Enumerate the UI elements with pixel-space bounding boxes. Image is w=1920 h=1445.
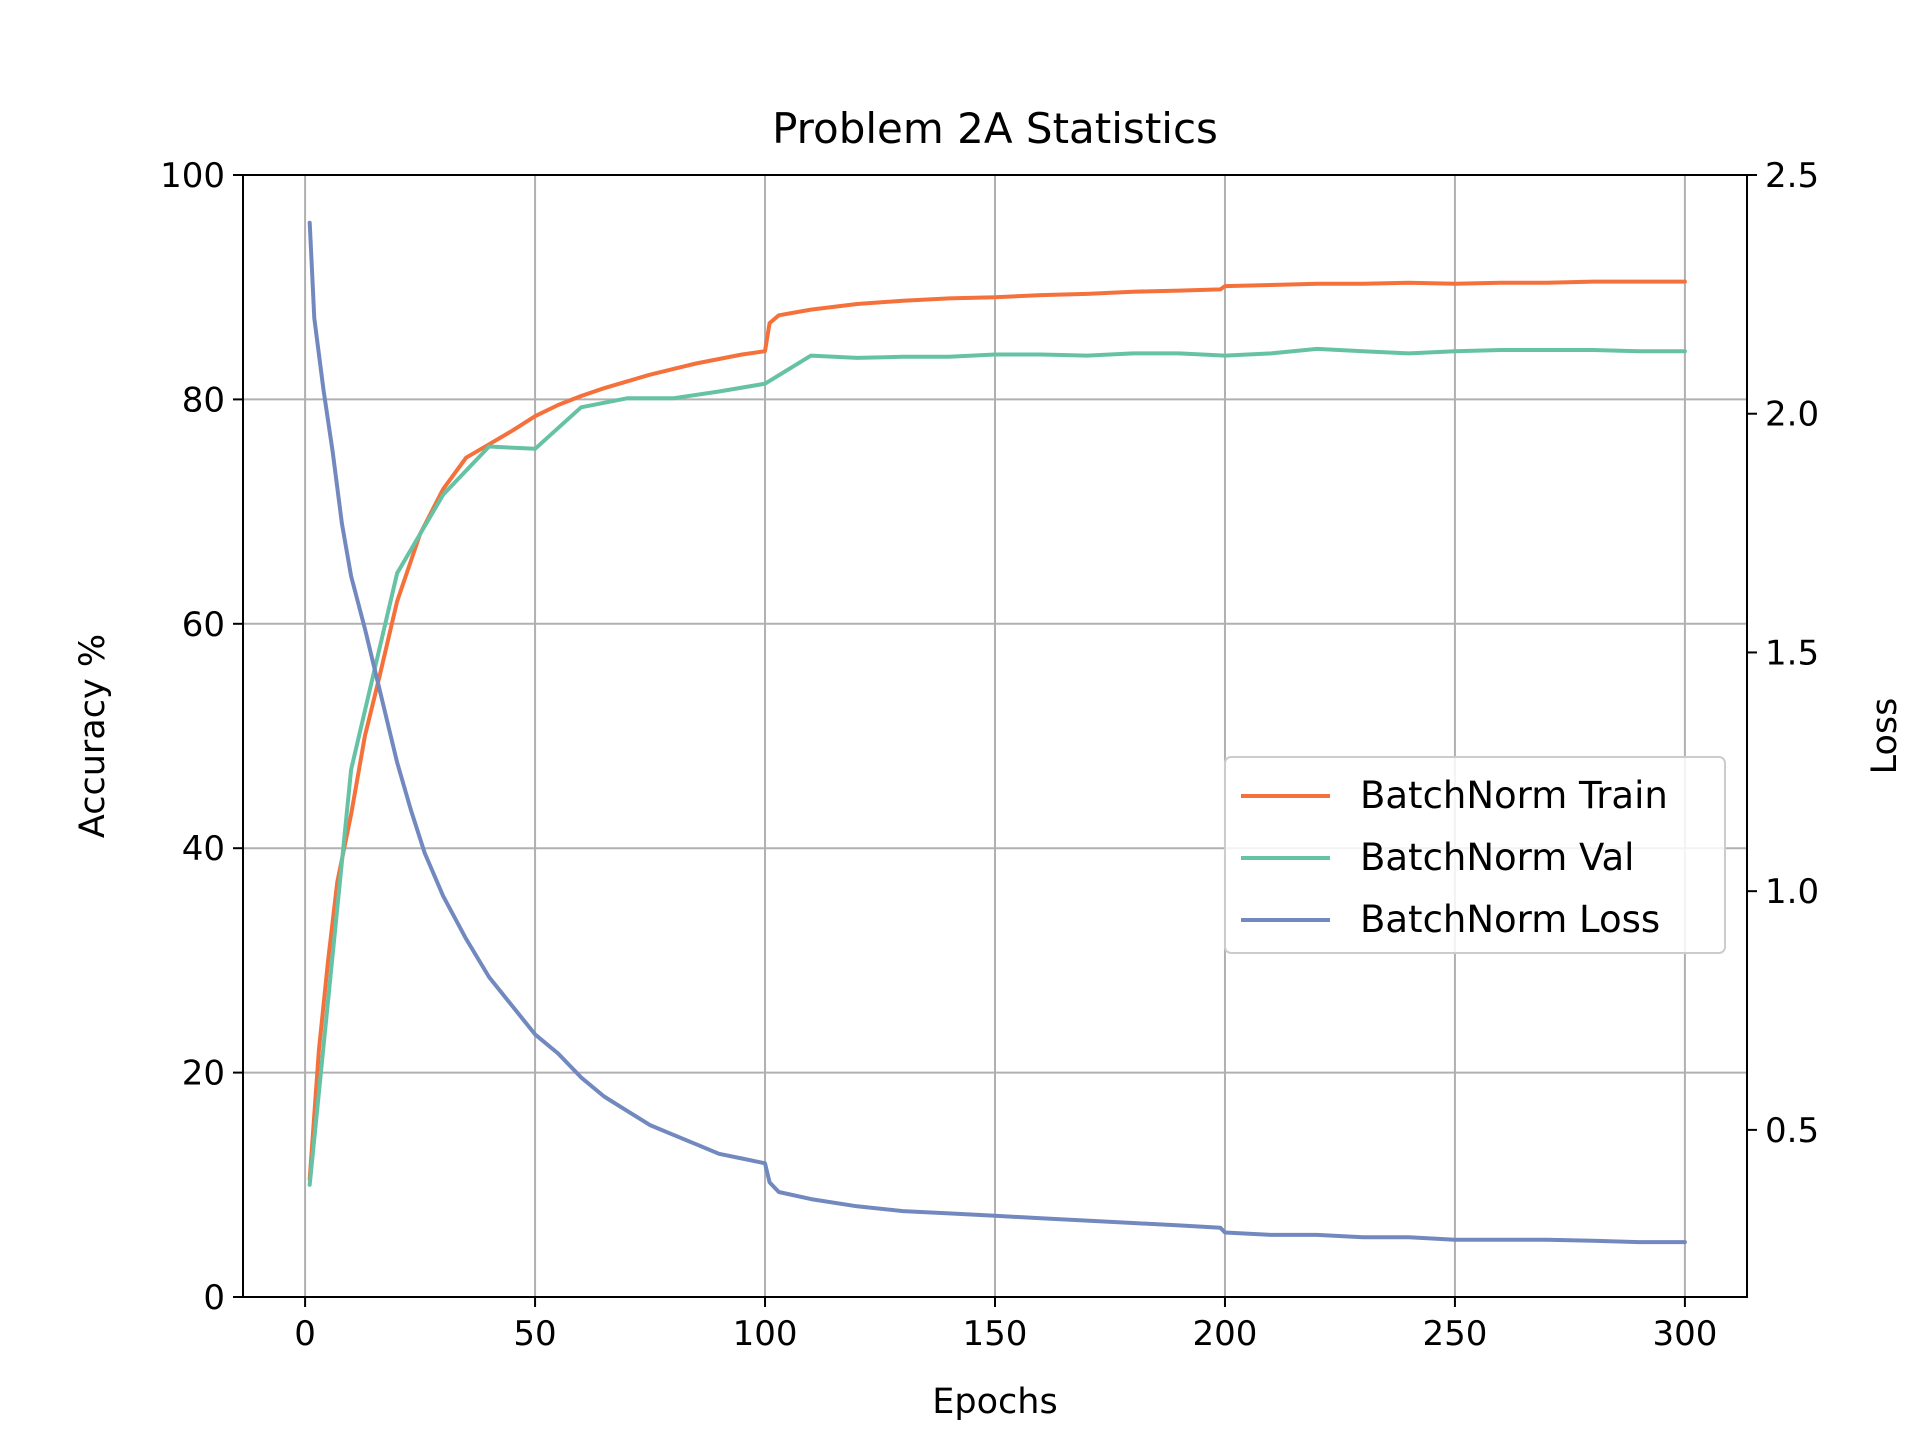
y-tick-label: 0 xyxy=(203,1278,225,1318)
series-line-batchnorm-train xyxy=(307,279,1687,1182)
y2-tick-label: 2.5 xyxy=(1765,156,1819,196)
legend: BatchNorm Train BatchNorm Val BatchNorm Lo… xyxy=(1224,756,1726,954)
y2-tick-label: 1.5 xyxy=(1765,633,1819,673)
legend-label: BatchNorm Train xyxy=(1360,774,1668,817)
y2-axis-label: Loss xyxy=(1865,698,1905,775)
x-tick-label: 100 xyxy=(733,1314,798,1354)
x-tick-label: 300 xyxy=(1652,1314,1717,1354)
series-line-batchnorm-val xyxy=(307,346,1687,1187)
chart-title: Problem 2A Statistics xyxy=(772,104,1218,153)
y-tick-label: 60 xyxy=(182,605,225,645)
y2-tick-label: 2.0 xyxy=(1765,395,1819,435)
y-tick-label: 80 xyxy=(182,380,225,420)
legend-box xyxy=(1224,756,1726,954)
y-tick-label: 40 xyxy=(182,829,225,869)
legend-label: BatchNorm Loss xyxy=(1360,898,1660,941)
x-tick-label: 0 xyxy=(294,1314,316,1354)
x-tick-label: 50 xyxy=(513,1314,556,1354)
y2-tick-label: 0.5 xyxy=(1765,1111,1819,1151)
x-tick-label: 250 xyxy=(1422,1314,1487,1354)
series-line-batchnorm-loss xyxy=(307,220,1687,1245)
y-axis-label: Accuracy % xyxy=(73,634,113,838)
series-lines xyxy=(307,220,1687,1245)
legend-label: BatchNorm Val xyxy=(1360,836,1634,879)
x-tick-label: 150 xyxy=(963,1314,1028,1354)
x-axis-label: Epochs xyxy=(932,1382,1057,1422)
x-tick-label: 200 xyxy=(1193,1314,1258,1354)
axis-ticks: 0 50 100 150 200 250 300 0 20 40 60 80 100 0.5 1.0 1.5 2… xyxy=(160,156,1819,1354)
y2-tick-label: 1.0 xyxy=(1765,872,1819,912)
y-tick-label: 20 xyxy=(182,1054,225,1094)
y-tick-label: 100 xyxy=(160,156,225,196)
